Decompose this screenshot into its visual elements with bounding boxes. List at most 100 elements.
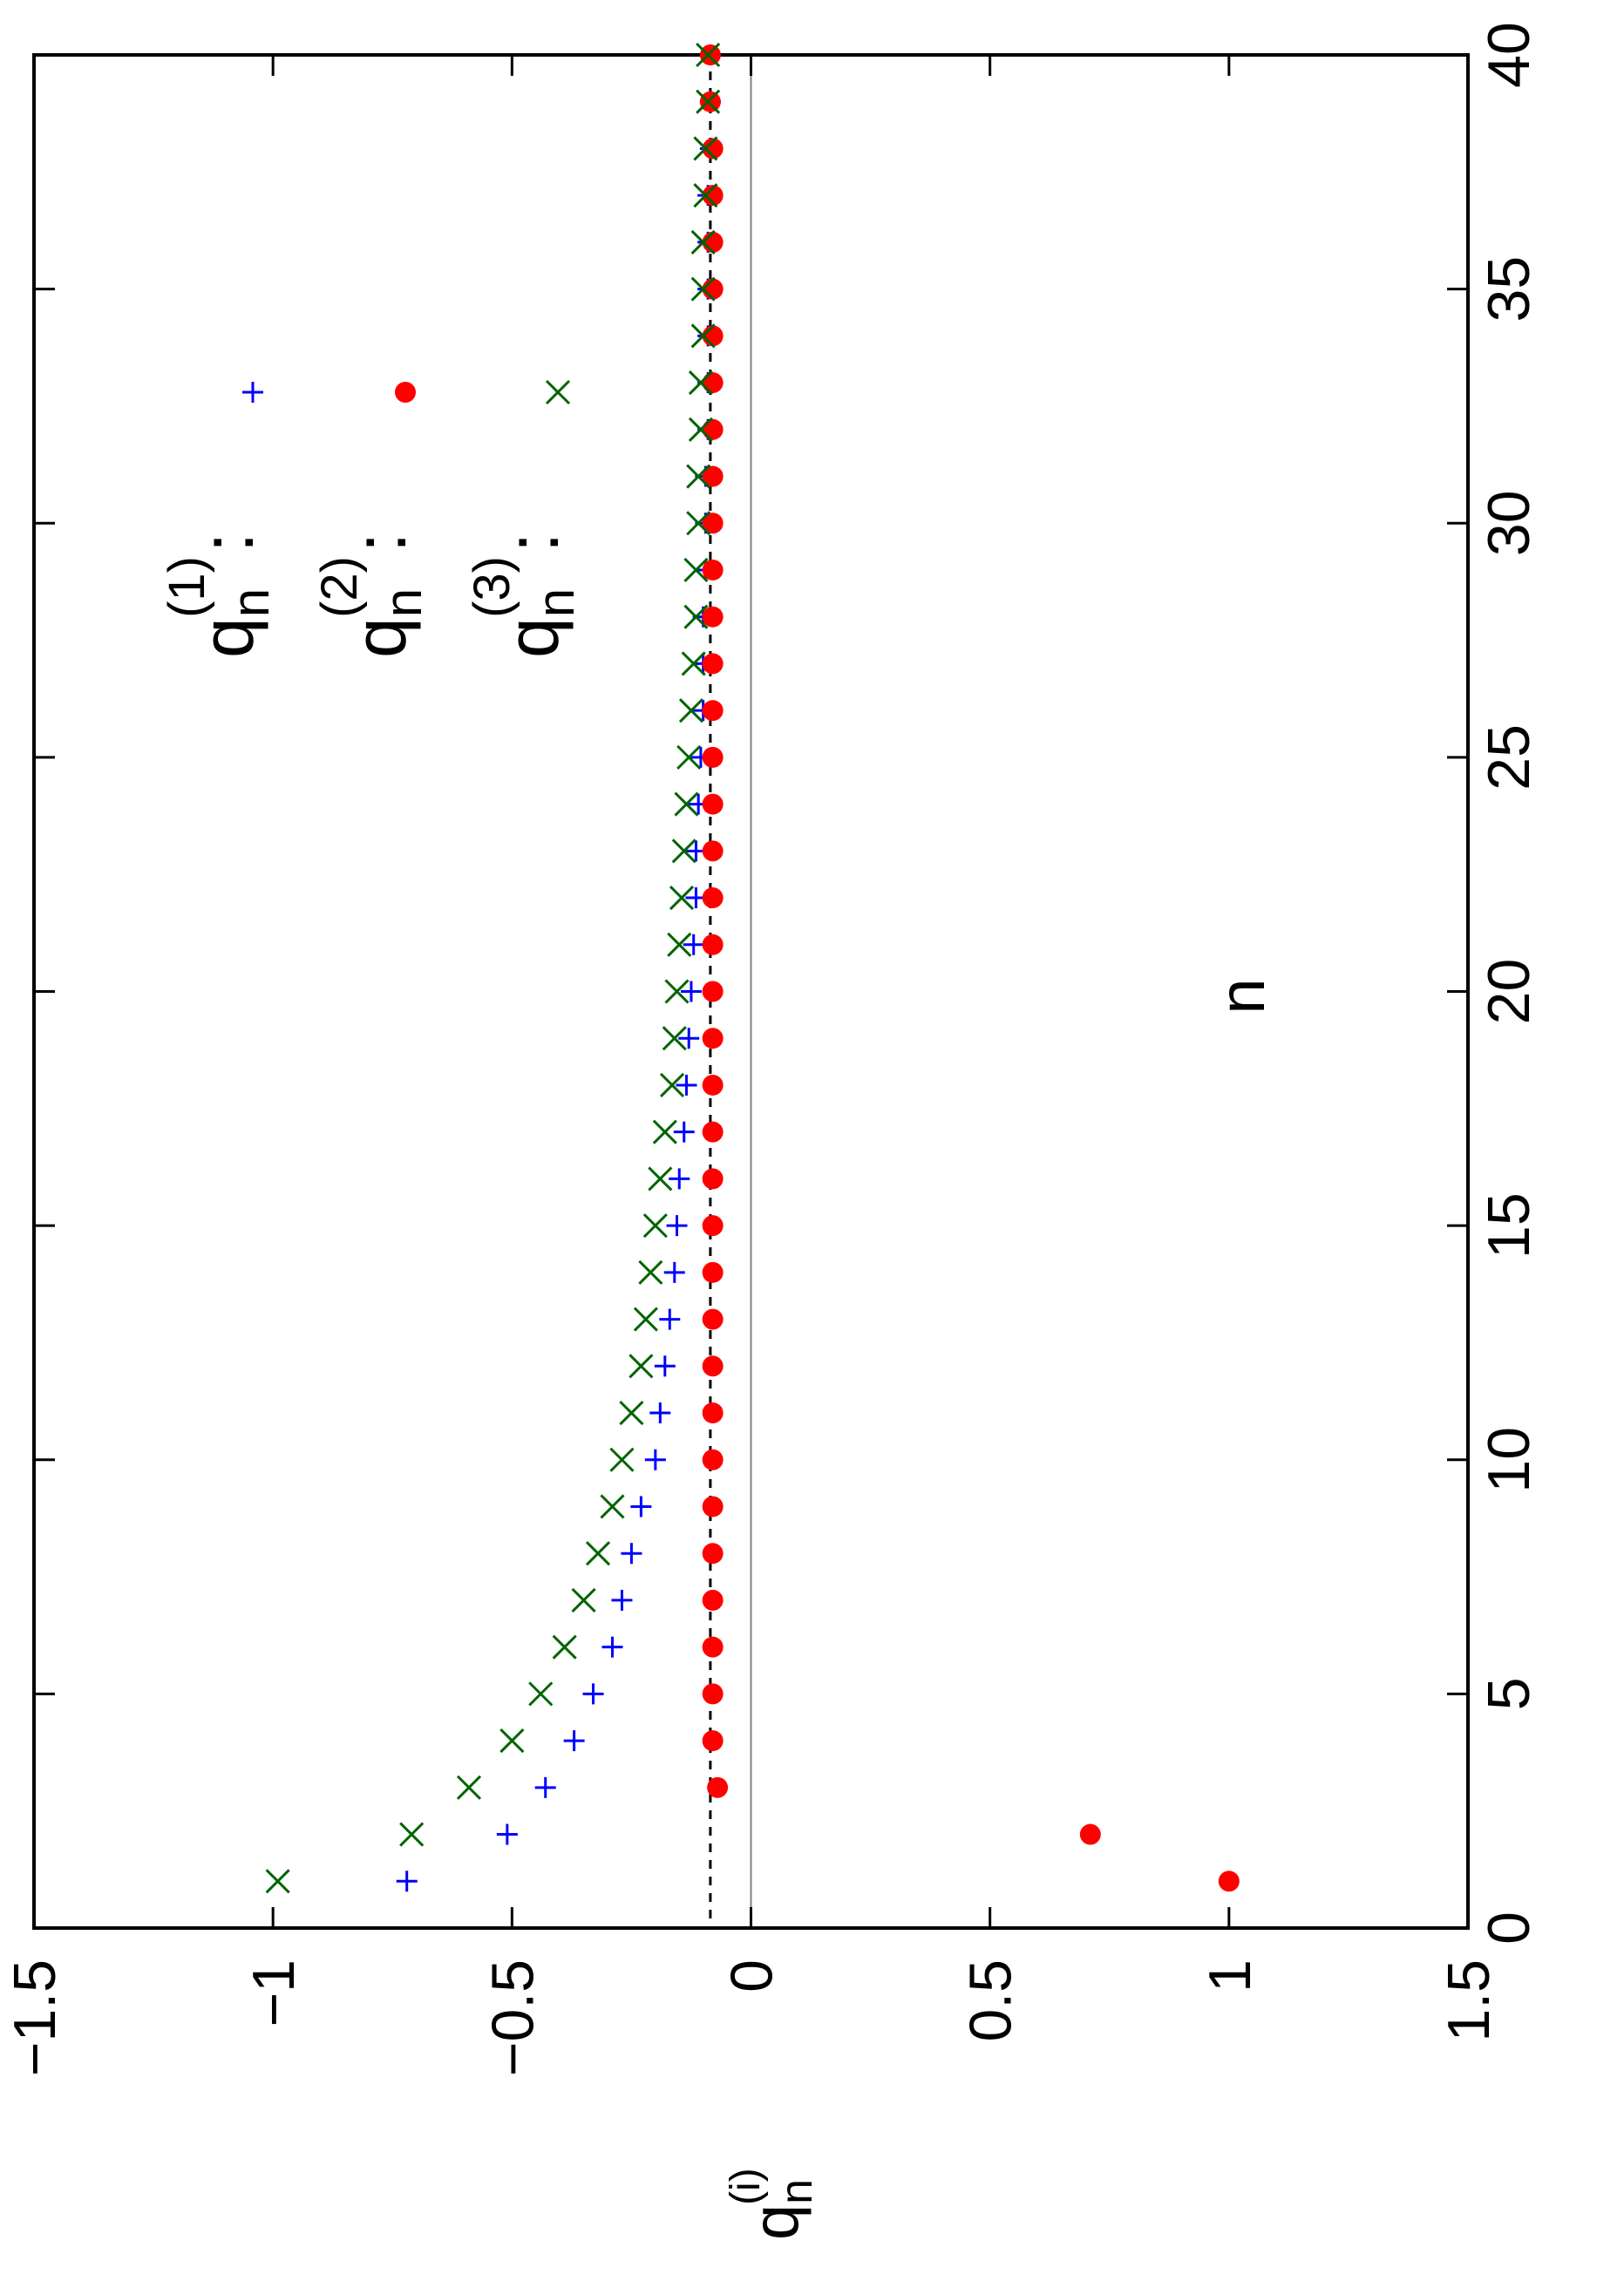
legend-marker-1 xyxy=(242,382,263,403)
data-point xyxy=(671,839,696,864)
data-point xyxy=(676,1074,697,1096)
data-point xyxy=(702,981,724,1002)
data-point xyxy=(702,887,724,909)
y-tick-label: 1 xyxy=(1197,1959,1263,1993)
data-point xyxy=(638,1260,663,1285)
data-point xyxy=(702,1449,724,1470)
data-point xyxy=(669,1168,690,1190)
data-point xyxy=(702,746,724,768)
x-tick-label: 5 xyxy=(1476,1677,1542,1710)
data-point xyxy=(654,1355,676,1377)
legend-base: q xyxy=(187,617,268,658)
data-point xyxy=(702,1355,724,1377)
data-point xyxy=(702,325,724,347)
series-2 xyxy=(699,44,1240,1892)
data-point xyxy=(702,606,724,628)
data-point xyxy=(688,370,713,396)
data-point xyxy=(702,1402,724,1424)
data-point xyxy=(702,1028,724,1049)
data-point xyxy=(1218,1871,1240,1892)
data-point xyxy=(702,1543,724,1565)
data-point xyxy=(702,138,724,160)
x-tick-label: 15 xyxy=(1476,1192,1542,1259)
legend-label-3: qn(3): xyxy=(464,533,585,658)
data-point xyxy=(399,1822,425,1847)
data-point xyxy=(702,559,724,581)
data-point xyxy=(600,1494,625,1519)
data-point xyxy=(674,791,699,817)
data-point xyxy=(702,1589,724,1611)
data-point xyxy=(499,1728,525,1754)
data-point xyxy=(676,744,702,770)
data-point xyxy=(663,1261,685,1283)
data-point xyxy=(702,840,724,862)
data-point xyxy=(667,932,692,957)
data-point xyxy=(702,653,724,675)
data-point xyxy=(678,698,704,723)
svg-text:qn(i): qn(i) xyxy=(723,2168,822,2240)
data-point xyxy=(666,1215,688,1237)
legend-label-2: qn(2): xyxy=(311,533,432,658)
legend-sup: (3) xyxy=(464,556,520,618)
y-tick-label: 1.5 xyxy=(1436,1959,1502,2042)
legend-marker-2 xyxy=(395,382,416,403)
data-point xyxy=(456,1775,482,1800)
data-point xyxy=(609,1447,635,1472)
data-point xyxy=(690,323,716,349)
data-point xyxy=(702,700,724,722)
legend-label-1: qn(1): xyxy=(159,533,280,658)
data-point xyxy=(696,89,721,114)
y-axis-title-sup: (i) xyxy=(723,2168,769,2205)
tick-layer: 0 5 10 15 20 25 30 35 40 −1.5 −1 −0.5 0 0.5 1 1.5 xyxy=(2,22,1542,2076)
y-tick-label: 0 xyxy=(719,1959,785,1993)
data-point xyxy=(552,1634,577,1660)
y-axis-title: qn(i) xyxy=(723,2168,822,2240)
data-point xyxy=(702,372,724,394)
y-axis-title-sub: n xyxy=(771,2179,822,2204)
data-point xyxy=(659,1072,685,1098)
data-point xyxy=(571,1587,596,1613)
data-point xyxy=(683,934,704,955)
data-point xyxy=(690,276,716,302)
data-point xyxy=(528,1681,554,1707)
series-3 xyxy=(265,42,721,1894)
data-point xyxy=(396,1871,418,1892)
legend-text: qn(2): xyxy=(311,533,432,658)
x-axis-title: n xyxy=(1206,978,1278,1014)
data-point xyxy=(688,417,713,442)
legend-sub: n xyxy=(221,588,280,617)
legend-sub: n xyxy=(374,588,432,617)
data-point xyxy=(702,513,724,534)
data-point xyxy=(669,885,695,911)
x-tick-label: 30 xyxy=(1476,490,1542,556)
legend-sup: (2) xyxy=(311,556,368,618)
legend-text: qn(3): xyxy=(464,533,585,658)
data-point xyxy=(648,1166,673,1192)
data-point xyxy=(702,278,724,300)
legend-base: q xyxy=(339,617,421,658)
legend-base: q xyxy=(492,617,574,658)
data-point xyxy=(686,511,711,536)
x-tick-label: 25 xyxy=(1476,724,1542,791)
data-point xyxy=(702,934,724,955)
data-point xyxy=(633,1307,658,1332)
data-point xyxy=(496,1823,518,1845)
data-point xyxy=(265,1869,290,1894)
data-point xyxy=(601,1636,623,1658)
data-point xyxy=(699,91,721,112)
y-tick-label: −1 xyxy=(241,1959,307,2027)
data-point xyxy=(629,1354,654,1379)
data-point xyxy=(662,1026,687,1051)
data-point xyxy=(678,1028,700,1049)
legend-colon: : xyxy=(187,533,268,553)
data-point xyxy=(702,1636,724,1658)
legend-sub: n xyxy=(527,588,585,617)
data-point xyxy=(702,1496,724,1518)
data-point xyxy=(702,1074,724,1096)
data-point xyxy=(702,418,724,440)
data-point xyxy=(702,1121,724,1143)
data-point xyxy=(696,42,721,68)
data-point xyxy=(699,44,721,65)
data-point xyxy=(585,1541,611,1566)
